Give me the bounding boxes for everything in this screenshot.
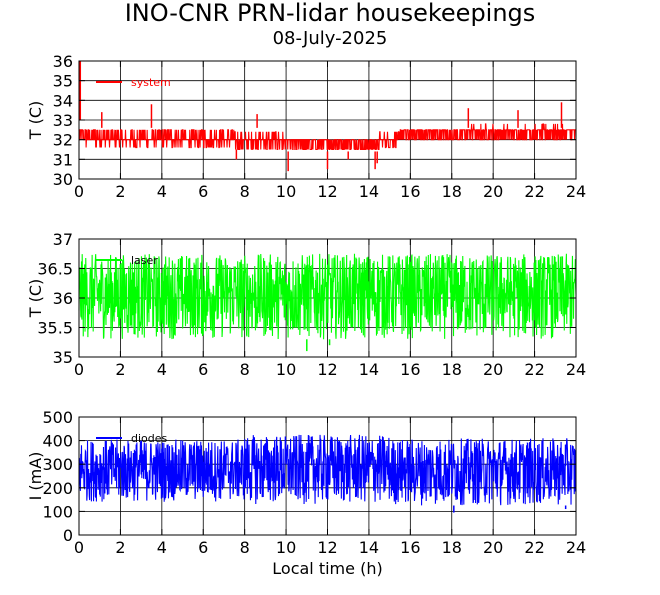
y-tick-label: 34: [53, 91, 73, 110]
x-tick-label: 8: [240, 182, 250, 201]
x-tick-label: 12: [317, 360, 337, 379]
x-tick-label: 20: [483, 538, 503, 557]
x-tick-label: 14: [359, 360, 379, 379]
legend-label: diodes: [131, 432, 168, 445]
series-system: [78, 61, 576, 172]
y-tick-label: 33: [53, 111, 73, 130]
y-tick-label: 400: [42, 432, 73, 451]
x-tick-label: 18: [442, 538, 462, 557]
x-tick-label: 22: [524, 182, 544, 201]
x-tick-label: 2: [115, 538, 125, 557]
x-tick-label: 8: [240, 538, 250, 557]
y-tick-label: 30: [53, 170, 73, 189]
x-tick-label: 4: [157, 538, 167, 557]
x-tick-label: 10: [276, 538, 296, 557]
x-tick-label: 16: [400, 538, 420, 557]
y-axis-label: T (C): [26, 101, 45, 141]
x-tick-label: 16: [400, 182, 420, 201]
series-diodes: [78, 434, 577, 513]
y-tick-label: 37: [53, 230, 73, 249]
y-tick-label: 0: [63, 526, 73, 545]
y-tick-label: 36: [53, 52, 73, 71]
x-tick-label: 0: [74, 182, 84, 201]
x-tick-label: 24: [566, 360, 586, 379]
y-tick-label: 36: [53, 289, 73, 308]
y-tick-label: 36.5: [37, 260, 73, 279]
y-tick-label: 200: [42, 479, 73, 498]
x-tick-label: 2: [115, 360, 125, 379]
y-tick-label: 300: [42, 455, 73, 474]
x-tick-label: 18: [442, 360, 462, 379]
y-tick-label: 35: [53, 348, 73, 367]
x-tick-label: 24: [566, 182, 586, 201]
x-tick-label: 0: [74, 360, 84, 379]
x-tick-label: 2: [115, 182, 125, 201]
y-tick-label: 500: [42, 408, 73, 427]
y-tick-label: 32: [53, 131, 73, 150]
chart-title: INO-CNR PRN-lidar housekeepings: [124, 0, 536, 27]
y-tick-label: 31: [53, 150, 73, 169]
legend-label: laser: [131, 254, 158, 267]
x-tick-label: 4: [157, 360, 167, 379]
x-tick-label: 14: [359, 182, 379, 201]
x-tick-label: 14: [359, 538, 379, 557]
series-line: [78, 123, 576, 151]
x-tick-label: 6: [198, 360, 208, 379]
y-axis-label: T (C): [26, 279, 45, 319]
chart-subtitle: 08-July-2025: [272, 28, 388, 49]
x-tick-label: 6: [198, 182, 208, 201]
x-tick-label: 4: [157, 182, 167, 201]
x-tick-label: 22: [524, 360, 544, 379]
x-tick-label: 10: [276, 182, 296, 201]
x-tick-label: 12: [317, 538, 337, 557]
x-tick-label: 8: [240, 360, 250, 379]
legend-label: system: [131, 76, 171, 89]
x-tick-label: 24: [566, 538, 586, 557]
x-tick-label: 6: [198, 538, 208, 557]
x-tick-label: 12: [317, 182, 337, 201]
y-tick-label: 35: [53, 72, 73, 91]
x-tick-label: 0: [74, 538, 84, 557]
y-tick-label: 100: [42, 502, 73, 521]
series-laser: [78, 253, 577, 352]
x-tick-label: 20: [483, 182, 503, 201]
y-axis-label: I (mA): [26, 452, 45, 501]
x-tick-label: 18: [442, 182, 462, 201]
grid-lines: [79, 61, 576, 179]
x-tick-label: 10: [276, 360, 296, 379]
y-tick-label: 35.5: [37, 319, 73, 338]
x-tick-label: 22: [524, 538, 544, 557]
x-tick-label: 20: [483, 360, 503, 379]
x-tick-label: 16: [400, 360, 420, 379]
x-axis-label: Local time (h): [272, 559, 382, 578]
series-line: [78, 434, 577, 506]
series-line: [78, 253, 577, 340]
